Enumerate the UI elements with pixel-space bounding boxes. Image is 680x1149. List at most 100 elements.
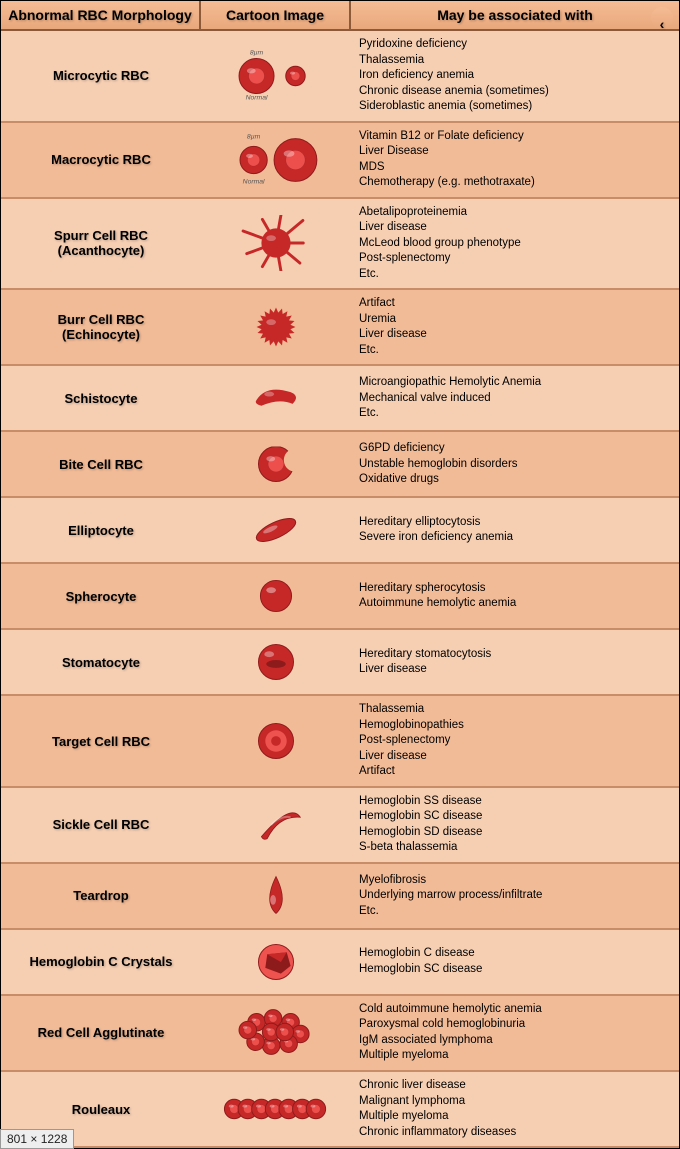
morphology-name: Macrocytic RBC	[1, 123, 201, 197]
association-item: Etc.	[359, 904, 671, 920]
target-icon	[201, 696, 351, 786]
association-item: Liver disease	[359, 220, 671, 236]
bitecell-icon	[201, 432, 351, 496]
morphology-name: Microcytic RBC	[1, 31, 201, 121]
association-item: Etc.	[359, 406, 671, 422]
associations: G6PD deficiencyUnstable hemoglobin disor…	[351, 432, 679, 496]
rouleaux-icon	[201, 1072, 351, 1146]
association-item: MDS	[359, 160, 671, 176]
association-item: Artifact	[359, 296, 671, 312]
association-item: Thalassemia	[359, 53, 671, 69]
association-item: IgM associated lymphoma	[359, 1033, 671, 1049]
morphology-name: Target Cell RBC	[1, 696, 201, 786]
association-item: Sideroblastic anemia (sometimes)	[359, 99, 671, 115]
table-header: Abnormal RBC Morphology Cartoon Image Ma…	[1, 1, 679, 31]
association-item: Liver Disease	[359, 144, 671, 160]
association-item: Uremia	[359, 312, 671, 328]
associations: Hereditary elliptocytosisSevere iron def…	[351, 498, 679, 562]
association-item: Thalassemia	[359, 702, 671, 718]
morphology-name: Burr Cell RBC (Echinocyte)	[1, 290, 201, 364]
association-item: Severe iron deficiency anemia	[359, 530, 671, 546]
association-item: Liver disease	[359, 327, 671, 343]
rbc-morphology-table: Abnormal RBC Morphology Cartoon Image Ma…	[0, 0, 680, 1149]
association-item: Chronic disease anemia (sometimes)	[359, 84, 671, 100]
associations: Hereditary spherocytosisAutoimmune hemol…	[351, 564, 679, 628]
association-item: Underlying marrow process/infiltrate	[359, 888, 671, 904]
table-row: Schistocyte Microangiopathic Hemolytic A…	[1, 366, 679, 432]
microcytic-icon: 8µm Normal	[201, 31, 351, 121]
table-row: Elliptocyte Hereditary elliptocytosisSev…	[1, 498, 679, 564]
echinocyte-icon	[201, 290, 351, 364]
association-item: Chronic liver disease	[359, 1078, 671, 1094]
association-item: Etc.	[359, 267, 671, 283]
associations: Hemoglobin C diseaseHemoglobin SC diseas…	[351, 930, 679, 994]
agglutinate-icon	[201, 996, 351, 1070]
teardrop-icon	[201, 864, 351, 928]
association-item: Microangiopathic Hemolytic Anemia	[359, 375, 671, 391]
morphology-name: Elliptocyte	[1, 498, 201, 562]
table-row: Rouleaux	[1, 1072, 679, 1148]
association-item: Multiple myeloma	[359, 1048, 671, 1064]
morphology-name: Spurr Cell RBC (Acanthocyte)	[1, 199, 201, 289]
association-item: G6PD deficiency	[359, 441, 671, 457]
association-item: Hemoglobin SS disease	[359, 794, 671, 810]
association-item: Multiple myeloma	[359, 1109, 671, 1125]
association-item: Autoimmune hemolytic anemia	[359, 596, 671, 612]
association-item: Pyridoxine deficiency	[359, 37, 671, 53]
table-row: Sickle Cell RBC Hemoglobin SS diseaseHem…	[1, 788, 679, 864]
association-item: Hereditary elliptocytosis	[359, 515, 671, 531]
morphology-name: Spherocyte	[1, 564, 201, 628]
association-item: Hereditary spherocytosis	[359, 581, 671, 597]
association-item: Myelofibrosis	[359, 873, 671, 889]
association-item: Unstable hemoglobin disorders	[359, 457, 671, 473]
association-item: Cold autoimmune hemolytic anemia	[359, 1002, 671, 1018]
association-item: Chronic inflammatory diseases	[359, 1125, 671, 1141]
association-item: Artifact	[359, 764, 671, 780]
table-row: Microcytic RBC 8µm NormalPyridoxine defi…	[1, 31, 679, 123]
crystal-icon	[201, 930, 351, 994]
svg-text:8µm: 8µm	[247, 133, 261, 140]
morphology-name: Sickle Cell RBC	[1, 788, 201, 862]
association-item: Liver disease	[359, 662, 671, 678]
association-item: Post-splenectomy	[359, 733, 671, 749]
associations: Pyridoxine deficiencyThalassemiaIron def…	[351, 31, 679, 121]
table-row: Teardrop MyelofibrosisUnderlying marrow …	[1, 864, 679, 930]
morphology-name: Schistocyte	[1, 366, 201, 430]
morphology-name: Stomatocyte	[1, 630, 201, 694]
association-item: Malignant lymphoma	[359, 1094, 671, 1110]
associations: ArtifactUremiaLiver diseaseEtc.	[351, 290, 679, 364]
morphology-name: Teardrop	[1, 864, 201, 928]
table-row: Target Cell RBC ThalassemiaHemoglobinopa…	[1, 696, 679, 788]
associations: Microangiopathic Hemolytic AnemiaMechani…	[351, 366, 679, 430]
associations: Cold autoimmune hemolytic anemiaParoxysm…	[351, 996, 679, 1070]
associations: ThalassemiaHemoglobinopathiesPost-splene…	[351, 696, 679, 786]
table-row: Macrocytic RBC 8µm NormalVitamin B12 or …	[1, 123, 679, 199]
association-item: Hemoglobin SD disease	[359, 825, 671, 841]
association-item: Paroxysmal cold hemoglobinuria	[359, 1017, 671, 1033]
associations: MyelofibrosisUnderlying marrow process/i…	[351, 864, 679, 928]
svg-text:Normal: Normal	[246, 94, 268, 101]
header-image: Cartoon Image	[201, 1, 351, 29]
associations: Chronic liver diseaseMalignant lymphomaM…	[351, 1072, 679, 1146]
association-item: Hemoglobinopathies	[359, 718, 671, 734]
associations: Hereditary stomatocytosisLiver disease	[351, 630, 679, 694]
association-item: Hereditary stomatocytosis	[359, 647, 671, 663]
associations: Hemoglobin SS diseaseHemoglobin SC disea…	[351, 788, 679, 862]
association-item: Post-splenectomy	[359, 251, 671, 267]
chevron-left-icon[interactable]: ‹	[651, 7, 673, 29]
association-item: Hemoglobin C disease	[359, 946, 671, 962]
dimensions-badge: 801 × 1228	[0, 1129, 74, 1149]
header-assoc: May be associated with	[351, 1, 679, 29]
schistocyte-icon	[201, 366, 351, 430]
svg-text:Normal: Normal	[243, 178, 265, 185]
morphology-name: Hemoglobin C Crystals	[1, 930, 201, 994]
association-item: Oxidative drugs	[359, 472, 671, 488]
morphology-name: Bite Cell RBC	[1, 432, 201, 496]
association-item: Hemoglobin SC disease	[359, 809, 671, 825]
table-row: Stomatocyte Hereditary stomatocytosisLiv…	[1, 630, 679, 696]
table-row: Bite Cell RBC G6PD deficiencyUnstable he…	[1, 432, 679, 498]
elliptocyte-icon	[201, 498, 351, 562]
spherocyte-icon	[201, 564, 351, 628]
table-row: Spurr Cell RBC (Acanthocyte)Abetalipopro…	[1, 199, 679, 291]
table-row: Burr Cell RBC (Echinocyte) ArtifactUremia…	[1, 290, 679, 366]
